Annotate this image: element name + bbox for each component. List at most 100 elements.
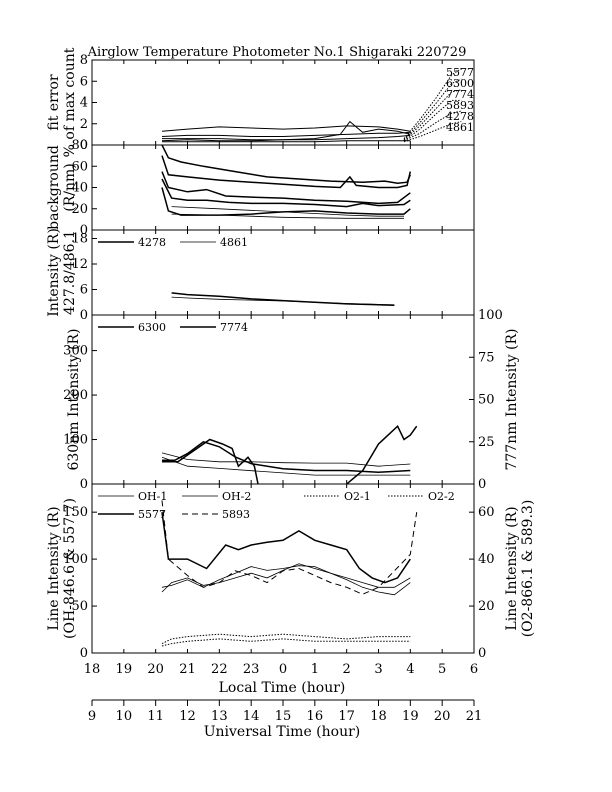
x2-axis-title: Universal Time (hour) [204,724,361,740]
series-intensity-6300-7774-3 [161,456,411,476]
y-axis-title: (R/nm) [62,163,78,211]
legend-label: 5893 [222,508,250,521]
ut-tick-label: 18 [370,709,387,724]
series-background-3 [161,178,411,208]
x-axis-local-time: 18 19 20 21 22 23 0 1 2 3 4 5 6 [84,662,478,677]
series-fit-error-6 [403,78,462,141]
legend-label: OH-1 [138,490,167,503]
series-fit-error-2 [162,120,411,141]
series-fit-error-0 [161,125,411,132]
y-axis-title: 630nm Intensity (R) [66,328,82,470]
y-axis-title-right: Line Intensity (R) [504,506,520,630]
series-background-2 [161,171,411,205]
x-tick-label: 20 [147,662,164,677]
y-tick-label-right: 75 [478,350,495,365]
x-tick-label: 6 [470,662,478,677]
y-axis-title: 427.8/486.1 [62,230,78,315]
ut-tick-label: 11 [147,709,164,724]
series-fit-error-5 [403,68,462,139]
ut-tick-label: 19 [402,709,419,724]
y-tick-label: 60 [71,159,88,174]
y-axis-title: fit error [46,74,62,131]
series-background-5 [171,206,404,217]
legend-label: 7774 [220,321,248,334]
series-background-6 [171,213,404,219]
y-axis-title: background [46,145,62,230]
legend-label: 4278 [138,236,166,249]
y-tick-label: 0 [80,477,88,492]
ut-tick-label: 10 [116,709,133,724]
y-tick-label: 300 [63,344,88,359]
y-axis-title-right: (O2-866.1 & 589.3) [520,500,536,638]
ut-tick-label: 9 [88,709,96,724]
end-label: 5893 [446,99,474,112]
series-fit-error-4 [162,140,411,143]
y-tick-label: 4 [80,96,88,111]
panel-frame [91,59,475,146]
series-intensity-6300-7774-2 [161,452,411,467]
y-tick-label: 80 [71,138,88,153]
y-tick-label-right: 25 [478,435,495,450]
end-label: 4278 [446,110,474,123]
panel-frame [91,314,475,485]
series-group [171,292,395,306]
series-fit-error-1 [161,131,411,137]
y-tick-label: 20 [71,202,88,217]
series-5577 [161,512,411,584]
y-tick-label: 40 [71,181,88,196]
series-group [161,500,418,647]
y-axis-title: (OH-846.6 & 557.7) [62,498,78,639]
x-tick-label: 18 [84,662,101,677]
y-tick-label: 0 [80,308,88,323]
ut-tick-label: 20 [434,709,451,724]
y-tick-label: 50 [71,599,88,614]
legend-label: O2-1 [344,490,371,503]
y-tick-label-right: 0 [478,646,486,661]
y-tick-label: 18 [71,232,88,247]
panel-intensity-4278-4861: 0 6 12 18 Intensity (R) 427.8/486.1 4278 4861 [46,228,475,323]
x-tick-label: 5 [438,662,446,677]
y-tick-label: 6 [80,283,88,298]
x-tick-label: 0 [279,662,287,677]
y-tick-label: 8 [80,53,88,68]
legend: 6300 7774 [98,321,248,334]
series-4861 [171,296,395,306]
series-fit-error-8 [403,99,462,142]
series-O2-2 [161,638,411,647]
y-axis-title: Line Intensity (R) [46,506,62,630]
series-fit-error-3 [161,134,411,142]
legend-label: 6300 [138,321,166,334]
x-tick-label: 22 [211,662,228,677]
y-tick-label-right: 0 [478,477,486,492]
series-O2-1 [161,633,411,645]
y-tick-label: 200 [63,388,88,403]
x-axis-title: Local Time (hour) [219,680,346,696]
series-6300 [162,424,418,484]
y-tick-label-right: 40 [478,552,495,567]
series-fit-error-10 [403,121,462,143]
series-background-0 [161,145,411,185]
y-tick-label: 150 [63,505,88,520]
series-5893 [161,500,418,595]
x-tick-label: 19 [116,662,133,677]
y-axis-title: Intensity (R) [46,228,62,317]
legend-label: O2-2 [428,490,455,503]
y-tick-label: 0 [80,223,88,238]
x-tick-label: 3 [374,662,382,677]
ut-tick-label: 21 [466,709,483,724]
x-tick-label: 4 [406,662,414,677]
ut-tick-label: 14 [243,709,260,724]
y-tick-label-right: 100 [478,308,503,323]
chart-title: Airglow Temperature Photometer No.1 Shig… [87,45,467,60]
end-label: 4861 [446,121,474,134]
y-tick-label: 2 [80,117,88,132]
x-tick-label: 2 [343,662,351,677]
series-background-1 [161,155,412,189]
end-label: 6300 [446,77,474,90]
y-axis-title: % of max count [62,47,78,157]
legend: 4278 4861 [98,236,248,249]
panel-background: 0 20 40 60 80 background (R/nm) [46,138,475,238]
y-tick-label: 12 [71,257,88,272]
